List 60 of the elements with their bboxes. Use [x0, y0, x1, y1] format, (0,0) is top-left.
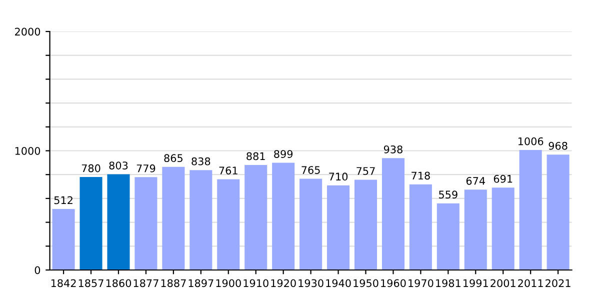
data-label: 512 — [54, 196, 72, 204]
data-label: 938 — [384, 145, 402, 154]
data-label: 691 — [494, 174, 512, 183]
data-label: 1006 — [518, 137, 544, 146]
x-tick-label: 1950 — [354, 279, 378, 288]
x-tick-label: 1940 — [326, 279, 351, 288]
bar — [190, 170, 212, 270]
y-tick-label: 2000 — [15, 28, 40, 36]
data-label: 761 — [219, 166, 238, 174]
bar — [382, 158, 404, 270]
x-tick-label: 1900 — [216, 279, 241, 288]
x-tick-label: 1860 — [106, 279, 132, 288]
bar — [354, 180, 378, 270]
x-tick-label: 1981 — [436, 279, 460, 288]
x-tick-label: 1970 — [408, 279, 434, 288]
bar — [162, 166, 185, 270]
x-tick-label: 1960 — [381, 279, 406, 288]
bar — [272, 162, 295, 270]
bar — [546, 154, 570, 270]
x-tick-label: 1897 — [188, 279, 214, 288]
bar — [134, 177, 158, 270]
bar — [464, 190, 487, 270]
data-label: 838 — [192, 157, 210, 166]
data-label: 899 — [274, 150, 293, 158]
bar — [409, 184, 432, 270]
x-tick-label: 1857 — [78, 279, 104, 288]
x-tick-label: 1877 — [134, 279, 158, 288]
bar — [436, 203, 460, 270]
x-tick-label: 1991 — [464, 279, 488, 288]
bar — [244, 164, 268, 270]
x-tick-label: 1910 — [244, 279, 268, 288]
bar — [107, 174, 130, 270]
data-label: 757 — [356, 167, 375, 175]
data-label: 718 — [412, 172, 430, 180]
bar — [300, 178, 322, 270]
x-tick-label: 1887 — [161, 279, 186, 288]
bar — [80, 176, 102, 270]
data-label: 780 — [82, 164, 100, 172]
bar — [492, 188, 514, 270]
x-tick-label: 1920 — [271, 279, 296, 288]
y-tick-label: 1000 — [15, 146, 40, 155]
data-label: 803 — [109, 162, 128, 170]
data-label: 779 — [136, 164, 156, 172]
data-label: 881 — [246, 152, 265, 160]
bar — [327, 185, 350, 270]
data-label: 865 — [164, 154, 182, 162]
bar — [519, 150, 542, 270]
data-label: 559 — [439, 190, 458, 199]
x-tick-label: 1930 — [298, 279, 324, 288]
data-label: 968 — [548, 142, 568, 150]
data-label: 674 — [466, 176, 485, 185]
x-tick-label: 2021 — [546, 279, 570, 288]
data-label: 710 — [329, 172, 348, 181]
x-tick-label: 2011 — [518, 279, 543, 288]
data-label: 765 — [302, 166, 320, 174]
y-tick-label: 0 — [34, 266, 40, 274]
x-tick-label: 1842 — [51, 279, 76, 288]
bar — [52, 208, 75, 270]
bar — [217, 179, 240, 270]
x-tick-label: 2001 — [490, 279, 516, 288]
